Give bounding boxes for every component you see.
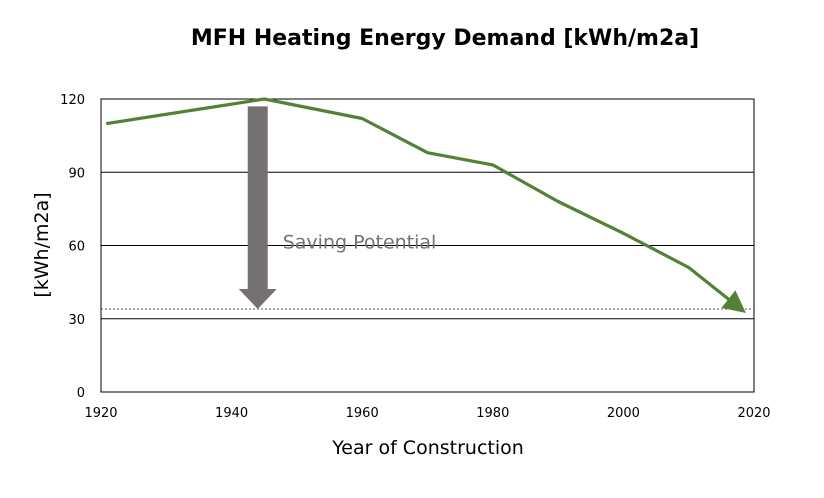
y-tick-label: 30: [68, 313, 85, 328]
plot-area: Saving Potential: [100, 97, 755, 393]
chart-title: MFH Heating Energy Demand [kWh/m2a]: [191, 26, 699, 51]
saving-potential-label: Saving Potential: [283, 232, 437, 254]
y-tick-label: 90: [68, 166, 85, 181]
series-line-0: [105, 97, 746, 313]
x-axis-label: Year of Construction: [331, 437, 524, 459]
y-tick-label: 120: [60, 93, 85, 108]
y-axis-label: [kWh/m2a]: [31, 192, 53, 297]
x-tick-label: 1960: [346, 406, 379, 421]
x-tick-label: 2000: [607, 406, 640, 421]
x-tick-label: 1940: [215, 406, 248, 421]
y-tick-label: 0: [77, 386, 85, 401]
x-tick-label: 1920: [84, 406, 117, 421]
saving-arrow: [238, 106, 277, 309]
x-tick-label: 1980: [476, 406, 509, 421]
tick-labels: 0 30 60 90 120 1920 1940 1960 1980 2000 2020: [60, 93, 770, 421]
y-tick-label: 60: [68, 240, 85, 255]
x-tick-label: 2020: [737, 406, 770, 421]
